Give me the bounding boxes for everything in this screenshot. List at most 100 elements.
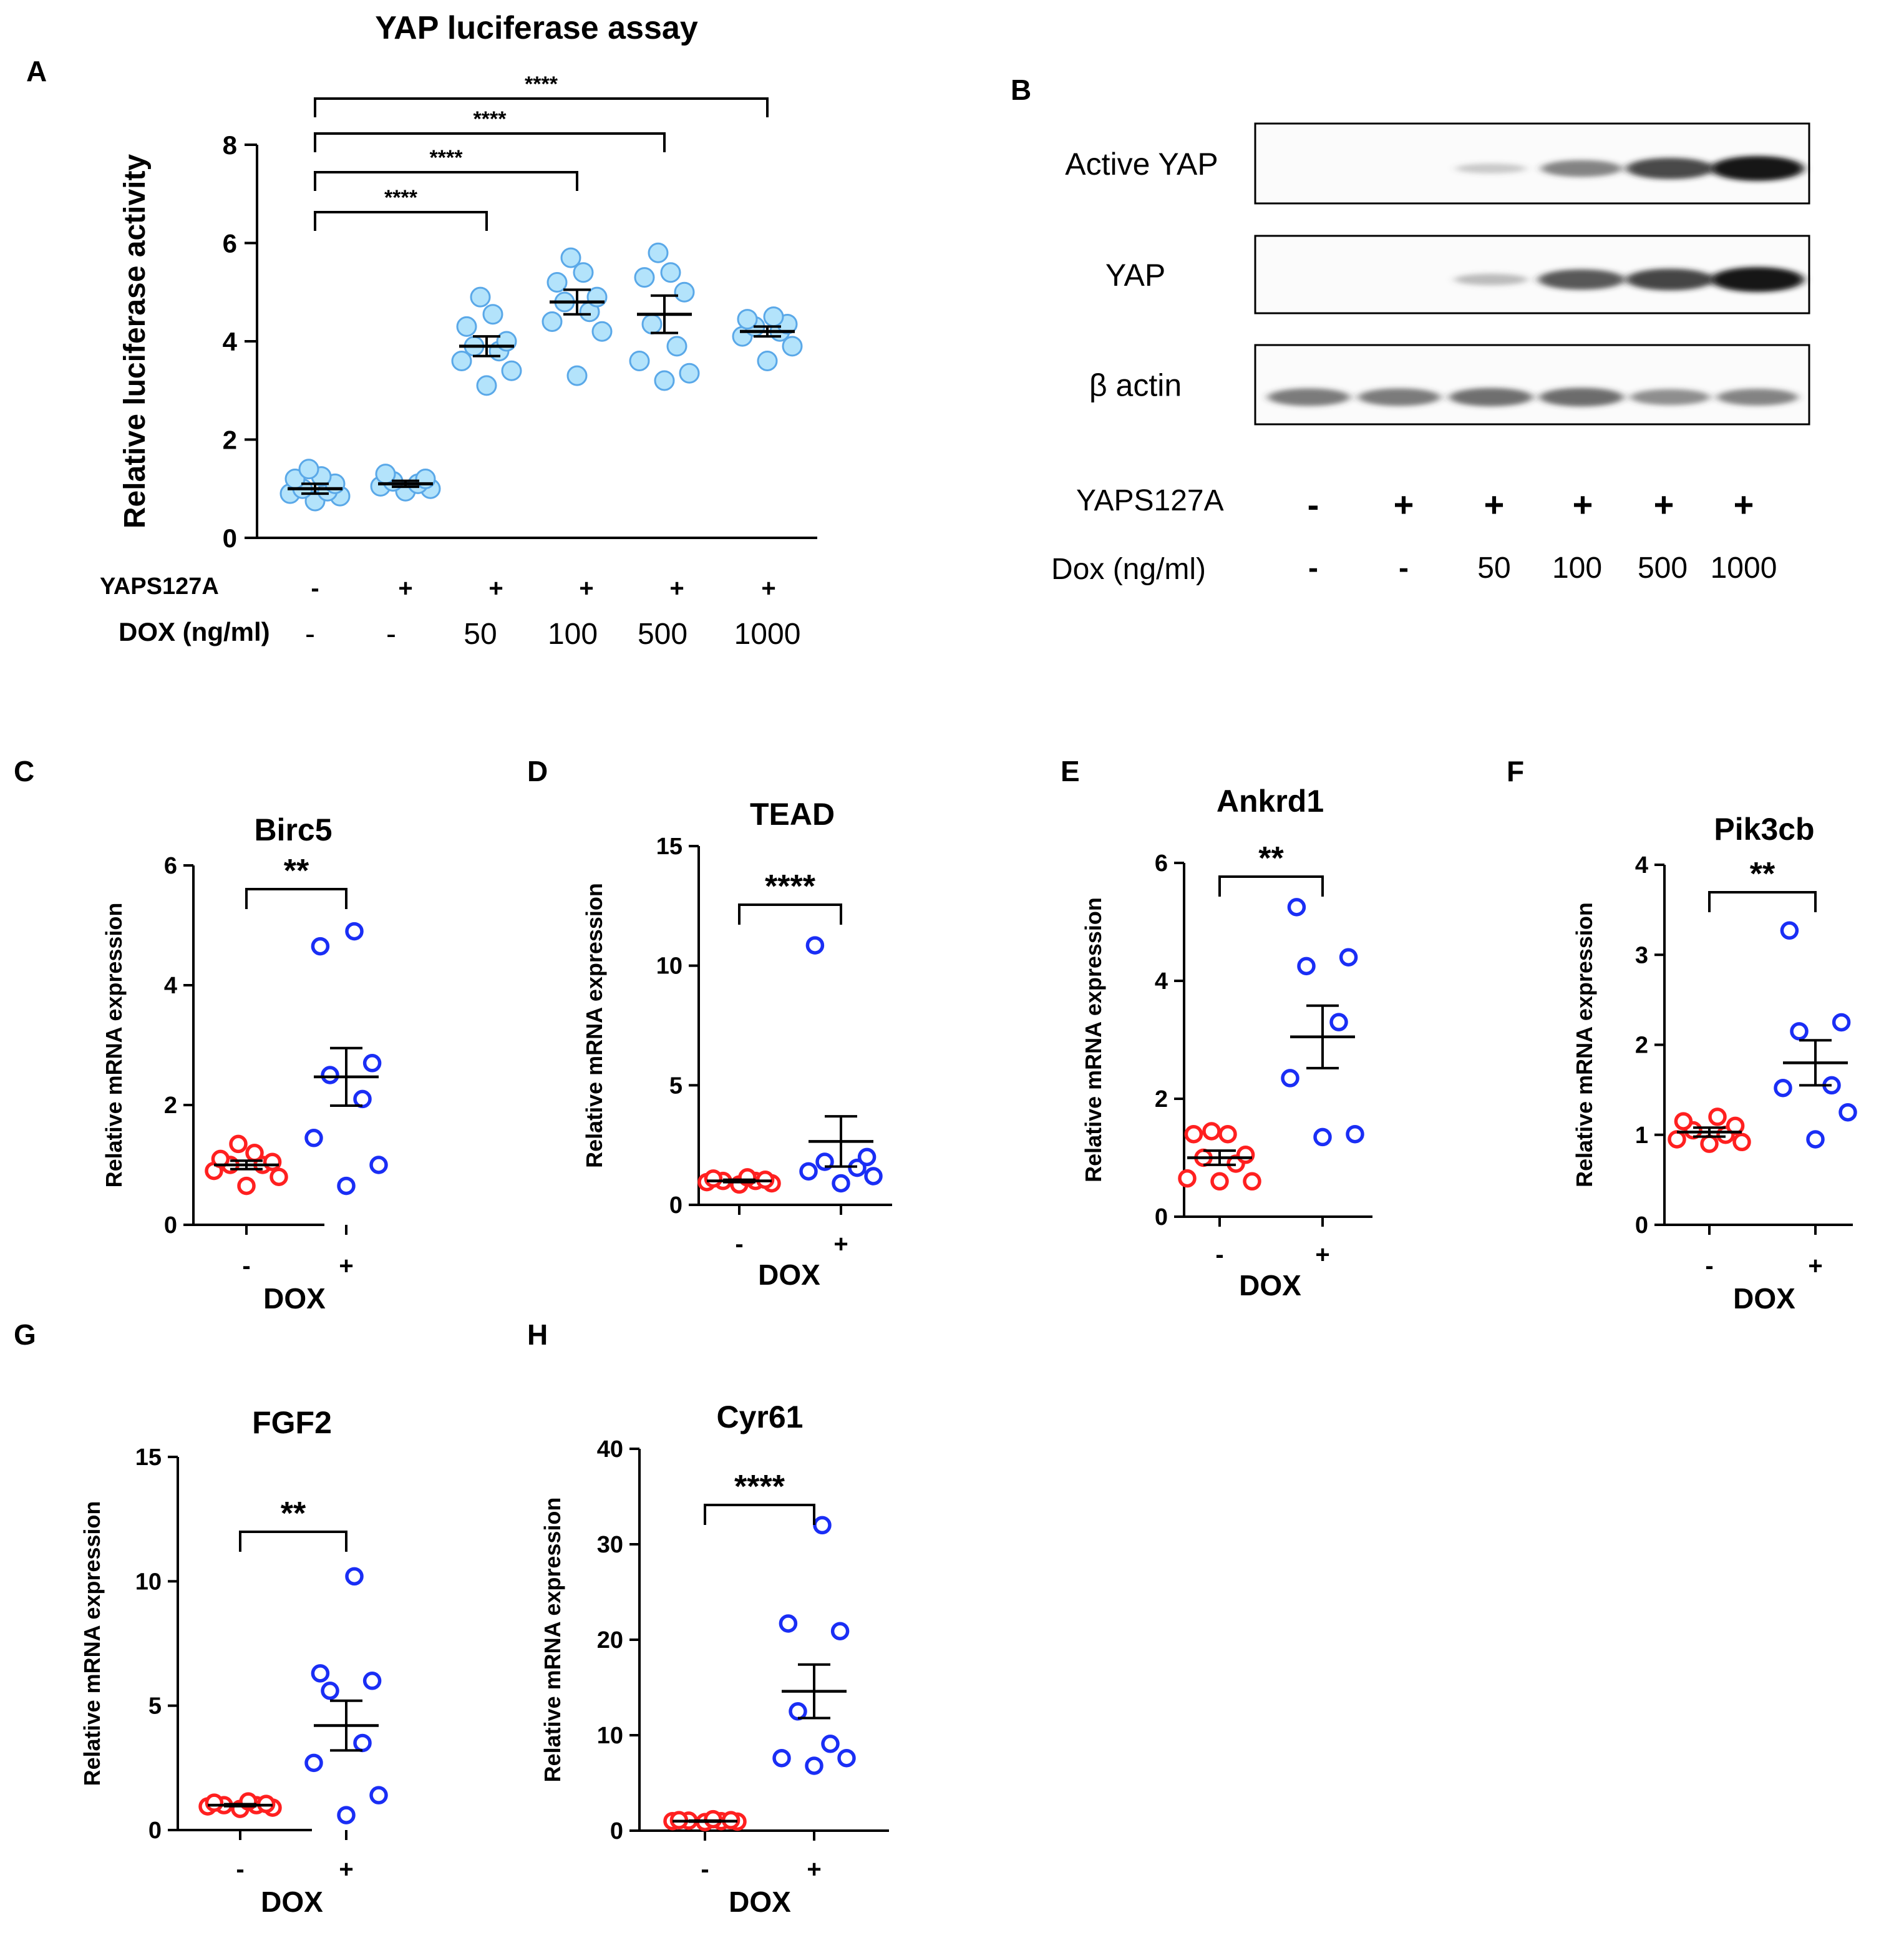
data-point xyxy=(501,360,522,381)
lane-condition: 50 xyxy=(1477,552,1510,585)
y-tick-label: 5 xyxy=(669,1073,682,1099)
significance-bracket xyxy=(314,97,769,117)
chart-title: Birc5 xyxy=(254,812,332,847)
panel-d-chart: TEAD 0 5 10 15 Relative mRNA expression - + DOX *… xyxy=(581,797,892,1291)
data-point xyxy=(304,1129,323,1147)
blot-band xyxy=(1454,273,1528,286)
lane-condition: 100 xyxy=(1552,552,1602,585)
data-point xyxy=(832,1174,850,1193)
data-point xyxy=(560,247,581,268)
data-point xyxy=(566,365,588,386)
data-point xyxy=(1668,1130,1686,1149)
y-axis-label: Relative mRNA expression xyxy=(581,883,607,1168)
blot-band xyxy=(1455,163,1527,174)
blot-band xyxy=(1268,388,1350,406)
y-tick-label: 8 xyxy=(223,130,237,160)
significance-label: ** xyxy=(1750,856,1775,892)
x-tick-label: + xyxy=(339,1252,353,1280)
lane-condition: + xyxy=(1394,485,1414,524)
lane-condition: - xyxy=(1308,552,1318,585)
data-point xyxy=(573,262,594,283)
data-point xyxy=(321,1066,339,1084)
data-point xyxy=(1346,1124,1364,1144)
data-point xyxy=(799,1162,818,1181)
y-tick-label: 2 xyxy=(223,426,237,455)
data-point xyxy=(1838,1103,1857,1122)
data-point xyxy=(415,469,436,489)
data-point xyxy=(1329,1013,1348,1031)
chart-title: Pik3cb xyxy=(1714,812,1814,847)
blot-band xyxy=(1541,160,1622,177)
x-axis-label: DOX xyxy=(729,1886,791,1918)
x-tick-label: - xyxy=(701,1856,709,1883)
y-axis-label: Relative mRNA expression xyxy=(1571,902,1597,1187)
condition-value: 100 xyxy=(548,618,598,651)
panel-label-d: D xyxy=(527,755,548,787)
data-point xyxy=(1210,1172,1229,1191)
data-point xyxy=(1236,1146,1255,1164)
panel-b-western-blot: Active YAP YAP β actin YAPS127A Dox (ng/ml) -… xyxy=(1051,122,1810,586)
data-point xyxy=(779,1614,798,1633)
data-point xyxy=(660,262,681,283)
condition-value: 50 xyxy=(464,618,497,651)
data-point xyxy=(362,1672,382,1690)
y-tick-label: 10 xyxy=(135,1569,162,1595)
data-point xyxy=(311,937,330,956)
data-point xyxy=(1790,1022,1809,1041)
data-point xyxy=(476,375,497,396)
blot-band xyxy=(1538,269,1625,290)
blot-label: Active YAP xyxy=(1065,147,1218,182)
condition-value: 1000 xyxy=(734,618,801,651)
data-point xyxy=(298,459,319,480)
data-point xyxy=(782,336,803,357)
condition-value: + xyxy=(579,575,593,602)
data-point xyxy=(1674,1112,1693,1131)
panel-h-chart: Cyr61 0 10 20 30 40 Relative mRNA expression - +… xyxy=(540,1400,889,1918)
y-tick-label: 10 xyxy=(656,953,682,980)
data-point xyxy=(704,1169,723,1188)
blot-band xyxy=(1449,387,1533,407)
data-point xyxy=(1313,1127,1332,1147)
y-axis-label: Relative mRNA expression xyxy=(540,1497,565,1783)
x-axis-label: DOX xyxy=(261,1886,323,1918)
significance-label: **** xyxy=(765,869,816,905)
data-point xyxy=(1202,1122,1221,1141)
significance-bracket xyxy=(314,211,488,231)
row-label-yaps127a: YAPS127A xyxy=(100,573,219,600)
panel-a-chart: YAP luciferase assay 0 2 4 6 8 Relative lucife… xyxy=(100,10,817,651)
lane-condition: + xyxy=(1573,485,1593,524)
significance-label: **** xyxy=(430,146,464,170)
significance-label: ** xyxy=(284,853,309,889)
blot-band xyxy=(1626,157,1714,180)
y-tick-label: 0 xyxy=(223,523,237,553)
data-point xyxy=(456,316,477,337)
data-point xyxy=(864,1167,883,1186)
condition-value: 500 xyxy=(638,618,687,651)
lane-condition: + xyxy=(1734,485,1754,524)
data-point xyxy=(674,281,695,303)
data-point xyxy=(654,370,675,391)
significance-bracket xyxy=(314,171,578,191)
y-tick-label: 0 xyxy=(1155,1204,1168,1230)
data-point xyxy=(813,1516,832,1535)
condition-value: + xyxy=(669,575,684,602)
data-point xyxy=(1774,1078,1792,1098)
data-point xyxy=(270,1167,288,1186)
data-point xyxy=(1732,1132,1751,1152)
chart-title: TEAD xyxy=(750,797,835,832)
significance-label: ** xyxy=(1258,840,1284,877)
y-tick-label: 15 xyxy=(135,1444,162,1471)
significance-label: **** xyxy=(384,186,418,210)
data-point xyxy=(1178,1169,1197,1188)
data-point xyxy=(542,311,563,332)
data-point xyxy=(482,304,503,325)
data-point xyxy=(1708,1108,1727,1126)
data-point xyxy=(1700,1134,1719,1153)
data-point xyxy=(837,1748,856,1768)
data-point xyxy=(1780,921,1799,940)
y-tick-label: 0 xyxy=(148,1818,162,1844)
x-tick-label: - xyxy=(1215,1241,1223,1268)
y-tick-label: 4 xyxy=(164,973,177,999)
data-point xyxy=(641,313,663,334)
